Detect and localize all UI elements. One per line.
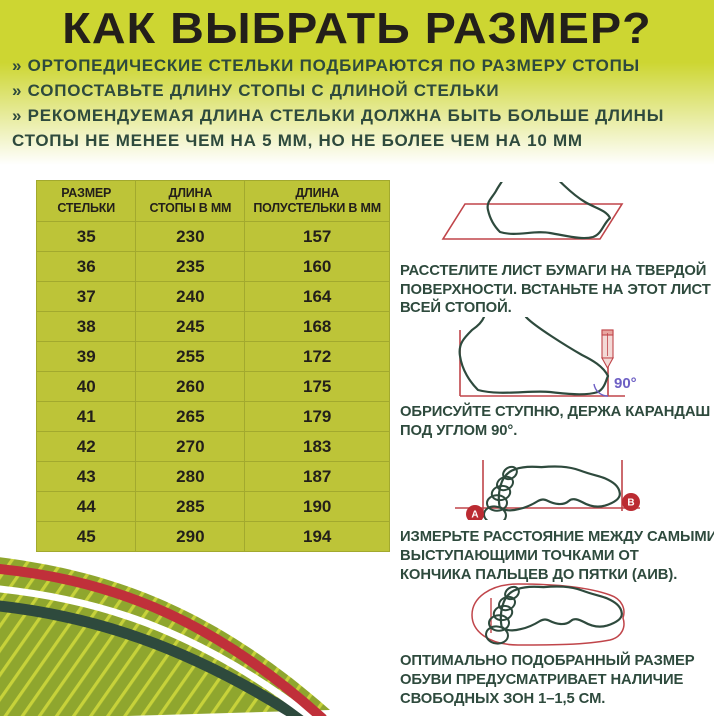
svg-text:A: A (471, 510, 478, 521)
svg-text:B: B (627, 498, 634, 509)
svg-text:90°: 90° (614, 375, 637, 392)
